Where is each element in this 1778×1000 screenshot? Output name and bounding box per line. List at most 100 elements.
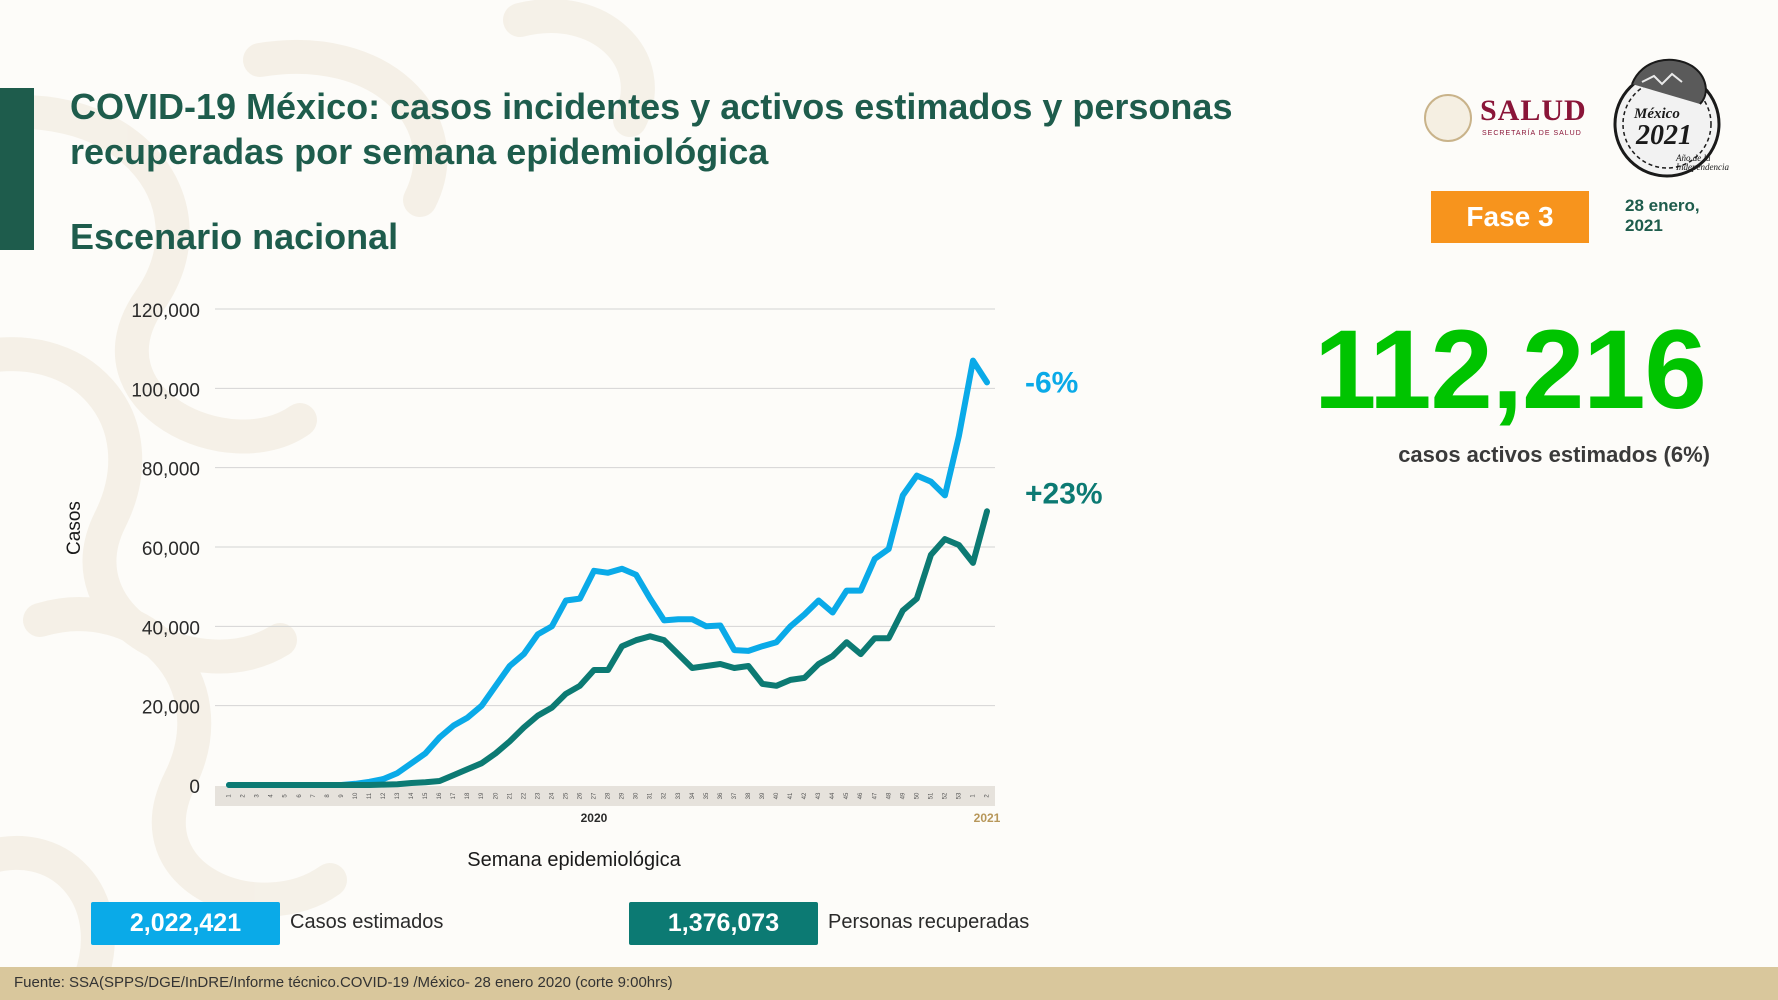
x-tick-label: 27	[592, 792, 598, 799]
x-axis-title: Semana epidemiológica	[467, 849, 681, 871]
x-tick-label: 44	[830, 792, 836, 799]
x-tick-label: 3	[255, 794, 261, 798]
x-tick-label: 15	[423, 792, 429, 799]
x-tick-label: 1	[227, 794, 233, 798]
x-tick-label: 41	[788, 792, 794, 799]
x-tick-label: 18	[465, 792, 471, 799]
x-tick-label: 42	[802, 792, 808, 799]
x-tick-label: 45	[844, 792, 850, 799]
y-tick-label: 20,000	[142, 698, 200, 719]
x-tick-label: 49	[900, 792, 906, 799]
total-recovered-label: Personas recuperadas	[828, 911, 1030, 933]
y-tick-label: 0	[189, 777, 200, 798]
x-tick-label: 5	[283, 794, 289, 798]
report-date-line2: 2021	[1625, 216, 1663, 235]
x-tick-label: 53	[957, 792, 963, 799]
series-change-label-cases: -6%	[1025, 366, 1078, 399]
x-tick-label: 23	[535, 792, 541, 799]
mexico-2021-logo: México 2021 Año de la Independencia	[1612, 54, 1729, 180]
x-tick-label: 38	[746, 792, 752, 799]
series-change-label-recovered: +23%	[1025, 477, 1103, 510]
x-tick-label: 46	[858, 792, 864, 799]
y-tick-label: 40,000	[142, 618, 200, 639]
report-date-line1: 28 enero,	[1625, 196, 1700, 215]
active-cases-value: 112,216	[1314, 307, 1707, 432]
x-tick-label: 10	[353, 792, 359, 799]
x-tick-label: 14	[409, 792, 415, 799]
mexico-logo-tagline-2: Independencia	[1676, 162, 1729, 172]
total-recovered-pill: 1,376,073	[629, 902, 818, 945]
total-cases-label: Casos estimados	[290, 911, 444, 933]
x-tick-label: 6	[297, 794, 303, 798]
x-tick-label: 8	[325, 794, 331, 798]
x-tick-label: 24	[549, 792, 555, 799]
x-tick-label: 33	[676, 792, 682, 799]
x-tick-label: 30	[634, 792, 640, 799]
year-label: 2021	[974, 811, 1001, 825]
x-tick-label: 29	[620, 792, 626, 799]
x-tick-label: 40	[774, 792, 780, 799]
x-tick-label: 51	[928, 792, 934, 799]
x-tick-label: 28	[606, 792, 612, 799]
x-tick-label: 17	[451, 792, 457, 799]
mexico-logo-tagline-1: Año de la	[1676, 153, 1711, 163]
mexico-coat-of-arms-icon	[1424, 94, 1472, 142]
x-tick-label: 16	[437, 792, 443, 799]
x-tick-label: 7	[311, 794, 317, 798]
salud-logo-subtitle: SECRETARÍA DE SALUD	[1482, 130, 1582, 137]
serpent-emblem-icon	[1613, 58, 1721, 178]
x-tick-label: 43	[816, 792, 822, 799]
x-tick-label: 1	[971, 794, 977, 798]
mexico-logo-tagline: Año de la Independencia	[1676, 154, 1729, 172]
x-tick-label: 48	[886, 792, 892, 799]
footer-bar: Fuente: SSA(SPPS/DGE/InDRE/Informe técni…	[0, 967, 1778, 1000]
year-label: 2020	[581, 811, 608, 825]
x-tick-label: 21	[507, 792, 513, 799]
x-tick-label: 36	[718, 792, 724, 799]
x-tick-label: 39	[760, 792, 766, 799]
report-date: 28 enero, 2021	[1625, 196, 1735, 236]
x-tick-label: 22	[521, 792, 527, 799]
x-tick-label: 20	[493, 792, 499, 799]
x-axis-band	[215, 786, 995, 806]
y-tick-label: 80,000	[142, 460, 200, 481]
phase-badge: Fase 3	[1431, 191, 1589, 243]
accent-bar	[0, 88, 34, 250]
x-tick-label: 13	[395, 792, 401, 799]
x-tick-label: 37	[732, 792, 738, 799]
x-tick-label: 2	[241, 794, 247, 798]
y-tick-label: 100,000	[131, 380, 200, 401]
x-tick-label: 12	[381, 792, 387, 799]
x-tick-label: 26	[578, 792, 584, 799]
x-tick-label: 52	[942, 792, 948, 799]
x-tick-label: 31	[648, 792, 654, 799]
active-cases-label: casos activos estimados (6%)	[1398, 442, 1710, 467]
x-tick-label: 34	[690, 792, 696, 799]
series-line-cases	[226, 357, 990, 788]
salud-logo: SALUD SECRETARÍA DE SALUD	[1424, 86, 1587, 146]
x-tick-label: 4	[269, 794, 275, 798]
y-tick-label: 60,000	[142, 539, 200, 560]
x-tick-label: 11	[367, 792, 373, 799]
x-tick-label: 2	[985, 794, 991, 798]
mexico-logo-word: México	[1634, 106, 1680, 122]
series-line-recovered	[226, 508, 990, 788]
x-tick-label: 47	[872, 792, 878, 799]
y-axis-title: Casos	[64, 501, 85, 555]
slide-title: COVID-19 México: casos incidentes y acti…	[70, 86, 1233, 172]
x-tick-label: 35	[704, 792, 710, 799]
mexico-logo-year: 2021	[1636, 120, 1692, 151]
x-tick-label: 19	[479, 792, 485, 799]
x-tick-label: 25	[563, 792, 569, 799]
slide-subtitle: Escenario nacional	[70, 216, 399, 257]
source-note: Fuente: SSA(SPPS/DGE/InDRE/Informe técni…	[14, 974, 673, 991]
x-tick-label: 9	[339, 794, 345, 798]
salud-logo-word: SALUD	[1480, 94, 1587, 127]
y-tick-label: 120,000	[131, 301, 200, 322]
total-cases-pill: 2,022,421	[91, 902, 280, 945]
x-tick-label: 50	[914, 792, 920, 799]
x-tick-label: 32	[662, 792, 668, 799]
